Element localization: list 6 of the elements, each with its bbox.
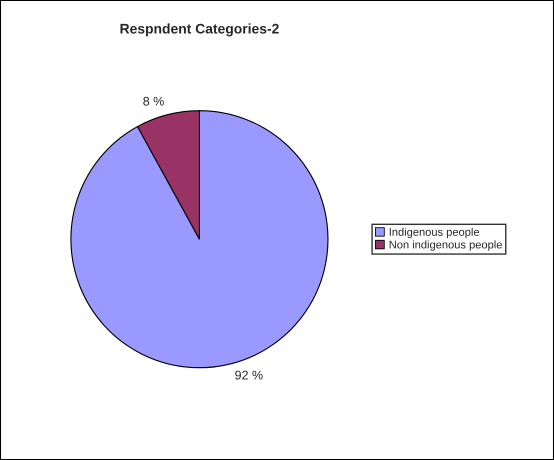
data-label: 92 % (235, 370, 263, 380)
data-label: 8 % (143, 96, 164, 106)
legend-label: Indigenous people (390, 228, 480, 238)
legend-label: Non indigenous people (390, 240, 502, 251)
pie-slice (70, 110, 329, 368)
chart-title: Respndent Categories-2 (120, 23, 279, 36)
